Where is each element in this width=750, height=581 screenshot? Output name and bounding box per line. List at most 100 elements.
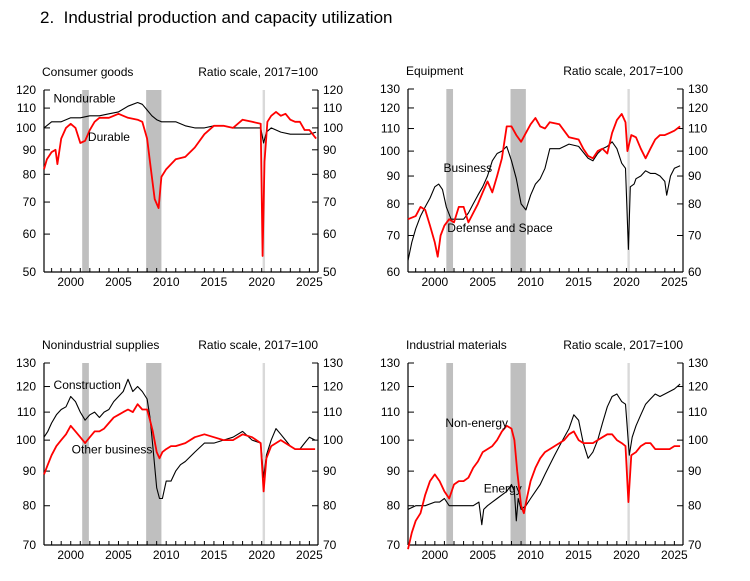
x-tick-label: 2020 <box>248 548 275 562</box>
y-tick-label-left: 130 <box>380 82 400 96</box>
y-tick-label-left: 110 <box>17 101 36 115</box>
series-label-non-energy: Non-energy <box>445 416 508 430</box>
y-tick-label-right: 130 <box>323 356 343 370</box>
y-tick-label-right: 130 <box>688 356 708 370</box>
y-tick-label-left: 120 <box>16 83 36 97</box>
series-line-construction <box>43 378 316 500</box>
series-label-durable: Durable <box>88 130 130 144</box>
y-tick-label-left: 120 <box>380 101 400 115</box>
y-tick-label-left: 110 <box>381 122 400 136</box>
y-tick-label-left: 130 <box>380 356 400 370</box>
x-tick-label: 2015 <box>201 275 228 289</box>
series-label-business: Business <box>443 161 492 175</box>
series-label-other-business: Other business <box>72 443 153 457</box>
x-tick-label: 2020 <box>248 275 275 289</box>
chart-panel-1: Consumer goods Ratio scale, 2017=100 50 50 6… <box>16 65 343 289</box>
y-tick-label-right: 60 <box>323 227 337 241</box>
x-tick-label: 2000 <box>57 275 84 289</box>
y-tick-label-right: 110 <box>323 405 342 419</box>
chart-panel-4: Industrial materials Ratio scale, 2017=10… <box>380 338 708 562</box>
y-tick-label-right: 80 <box>688 197 702 211</box>
x-tick-label: 2005 <box>469 275 496 289</box>
y-tick-label-right: 70 <box>323 538 337 552</box>
y-tick-label-right: 90 <box>688 169 702 183</box>
x-tick-label: 2010 <box>517 275 544 289</box>
recession-shade <box>82 363 89 545</box>
y-tick-label-left: 100 <box>380 433 400 447</box>
chart-panel-2: Equipment Ratio scale, 2017=100 60 60 70 70 80… <box>380 64 708 289</box>
series-label-construction: Construction <box>54 378 121 392</box>
recession-shade <box>510 363 526 545</box>
panel-scale-note: Ratio scale, 2017=100 <box>198 338 318 352</box>
recession-shade <box>627 363 630 545</box>
series-line-defense-and-space <box>407 113 681 258</box>
panel-title: Industrial materials <box>406 338 507 352</box>
y-tick-label-left: 60 <box>23 227 37 241</box>
panel-scale-note: Ratio scale, 2017=100 <box>198 65 318 79</box>
x-tick-label: 2005 <box>105 275 132 289</box>
x-tick-label: 2015 <box>565 548 592 562</box>
panel-title: Consumer goods <box>42 65 133 79</box>
y-tick-label-right: 100 <box>688 433 708 447</box>
y-tick-label-left: 110 <box>17 405 36 419</box>
y-tick-label-left: 90 <box>387 169 401 183</box>
y-tick-label-right: 120 <box>323 380 343 394</box>
series-line-business <box>407 141 681 261</box>
y-tick-label-right: 100 <box>688 144 708 158</box>
panel-title: Equipment <box>406 64 464 78</box>
series-label-energy: Energy <box>484 481 522 495</box>
x-tick-label: 2020 <box>613 275 640 289</box>
y-tick-label-left: 110 <box>381 405 400 419</box>
y-tick-label-left: 120 <box>380 380 400 394</box>
x-tick-label: 2005 <box>469 548 496 562</box>
recession-shade <box>510 89 526 272</box>
chart-panel-3: Nonindustrial supplies Ratio scale, 2017=… <box>16 338 343 562</box>
x-tick-label: 2025 <box>661 275 688 289</box>
y-tick-label-right: 80 <box>688 499 702 513</box>
x-tick-label: 2015 <box>201 548 228 562</box>
recession-shade <box>146 90 162 272</box>
y-tick-label-left: 70 <box>387 538 401 552</box>
x-tick-label: 2010 <box>153 548 180 562</box>
y-tick-label-right: 90 <box>323 143 337 157</box>
y-tick-label-right: 60 <box>688 265 702 279</box>
y-tick-label-right: 100 <box>323 121 343 135</box>
y-tick-label-left: 80 <box>387 197 401 211</box>
y-tick-label-left: 80 <box>23 499 37 513</box>
figure-title: 2. Industrial production and capacity ut… <box>40 8 393 27</box>
y-tick-label-left: 70 <box>23 195 37 209</box>
series-line-energy <box>407 383 681 526</box>
y-tick-label-left: 90 <box>23 143 37 157</box>
recession-shade <box>446 363 454 545</box>
y-tick-label-right: 70 <box>688 538 702 552</box>
y-tick-label-right: 90 <box>688 464 702 478</box>
series-line-non-energy <box>407 424 681 550</box>
x-tick-label: 2005 <box>105 548 132 562</box>
x-tick-label: 2000 <box>421 275 448 289</box>
y-tick-label-right: 130 <box>688 82 708 96</box>
y-tick-label-left: 100 <box>380 144 400 158</box>
recession-shade <box>82 90 89 272</box>
series-label-defense-and-space: Defense and Space <box>447 221 553 235</box>
y-tick-label-right: 110 <box>688 122 707 136</box>
y-tick-label-left: 50 <box>23 265 37 279</box>
x-tick-label: 2000 <box>421 548 448 562</box>
y-tick-label-left: 70 <box>387 229 401 243</box>
series-line-nondurable <box>43 101 317 144</box>
x-tick-label: 2015 <box>565 275 592 289</box>
y-tick-label-right: 50 <box>323 265 337 279</box>
y-tick-label-right: 80 <box>323 167 337 181</box>
recession-shade <box>627 89 630 272</box>
series-label-nondurable: Nondurable <box>54 91 116 105</box>
y-tick-label-left: 80 <box>387 499 401 513</box>
y-tick-label-right: 120 <box>688 101 708 115</box>
y-tick-label-left: 100 <box>16 121 36 135</box>
y-tick-label-right: 120 <box>323 83 343 97</box>
recession-shade <box>446 89 454 272</box>
y-tick-label-left: 90 <box>387 464 401 478</box>
y-tick-label-right: 90 <box>323 464 337 478</box>
series-line-other-business <box>43 403 316 493</box>
panel-scale-note: Ratio scale, 2017=100 <box>563 64 683 78</box>
y-tick-label-right: 70 <box>323 195 337 209</box>
y-tick-label-left: 120 <box>16 380 36 394</box>
